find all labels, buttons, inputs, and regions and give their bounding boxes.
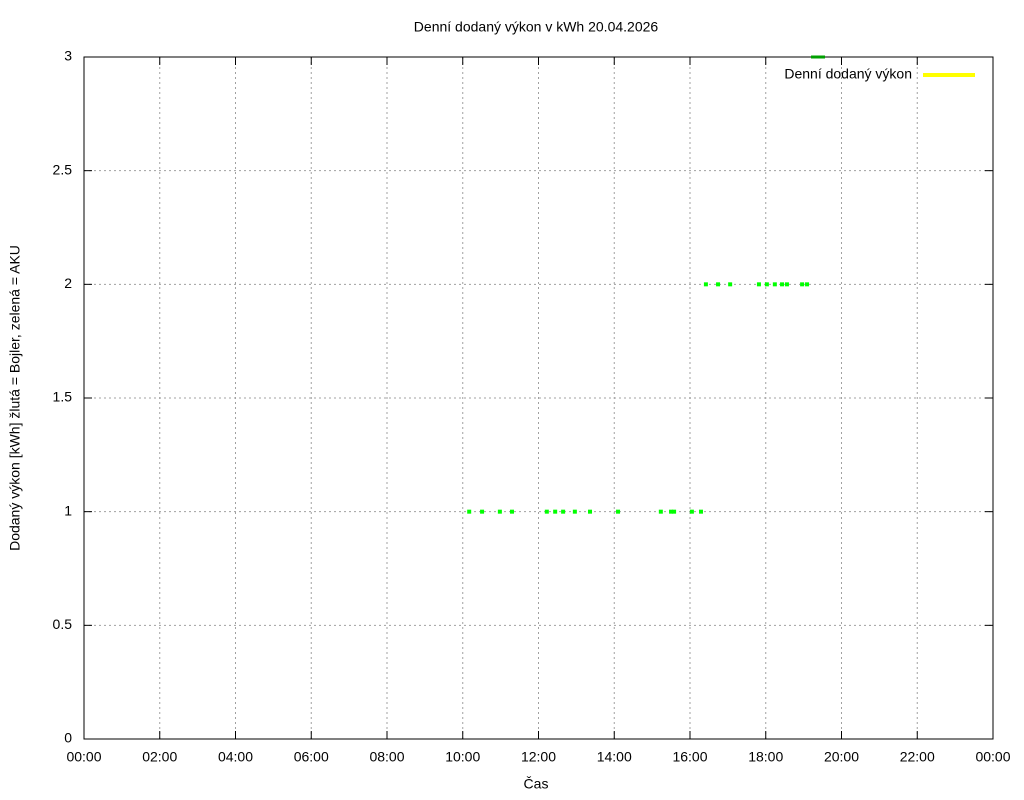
y-tick-label: 3 [64,48,72,64]
x-tick-label: 02:00 [142,749,177,765]
x-tick-label: 04:00 [218,749,253,765]
point [669,509,674,514]
point [772,282,777,287]
point [800,282,805,287]
point [658,509,663,514]
point [467,509,472,514]
x-tick-label: 18:00 [748,749,783,765]
point [480,509,485,514]
point [784,282,789,287]
point [703,282,708,287]
point [716,282,721,287]
point [572,509,577,514]
point [756,282,761,287]
y-axis-label: Dodaný výkon [kWh] žlutá = Bojler, zelen… [7,245,23,551]
x-tick-label: 14:00 [597,749,632,765]
x-axis-label: Čas [524,776,549,792]
x-tick-label: 08:00 [369,749,404,765]
chart-title: Denní dodaný výkon v kWh 20.04.2026 [414,19,659,35]
point [544,509,549,514]
y-tick-label: 1.5 [53,389,73,405]
y-tick-label: 0.5 [53,616,73,632]
x-tick-label: 00:00 [66,749,101,765]
plot-frame [83,56,994,740]
point [616,509,621,514]
point [588,509,593,514]
x-tick-label: 12:00 [521,749,556,765]
point [689,509,694,514]
point [811,55,826,59]
point [805,282,810,287]
y-tick-label: 0 [64,730,72,746]
x-tick-label: 06:00 [294,749,329,765]
y-tick-label: 2.5 [53,161,73,177]
x-tick-label: 20:00 [824,749,859,765]
x-tick-label: 00:00 [975,749,1010,765]
x-tick-label: 22:00 [900,749,935,765]
point [561,509,566,514]
point [509,509,514,514]
x-tick-label: 16:00 [672,749,707,765]
point [764,282,769,287]
point [497,509,502,514]
legend-label: Denní dodaný výkon [784,66,912,82]
point [672,509,677,514]
point [780,282,785,287]
point [698,509,703,514]
y-tick-label: 1 [64,502,72,518]
x-tick-label: 10:00 [445,749,480,765]
point [553,509,558,514]
point [728,282,733,287]
y-tick-label: 2 [64,275,72,291]
